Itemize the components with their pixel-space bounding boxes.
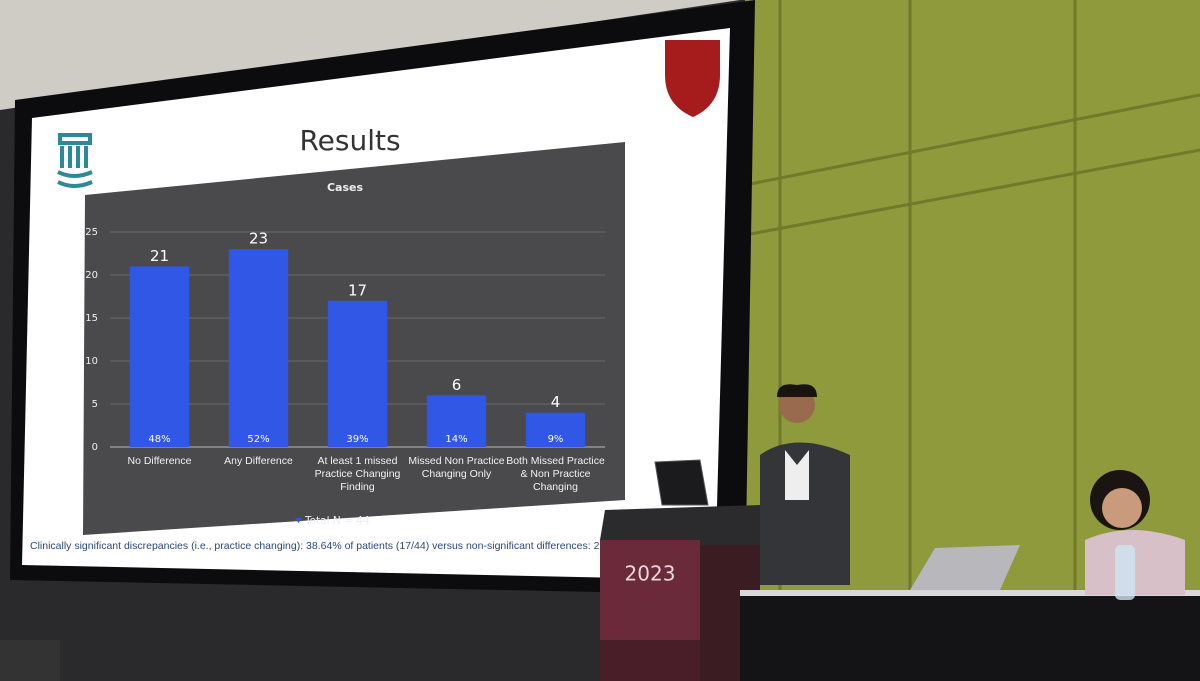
x-tick-label: Both Missed Practice & Non Practice Chan… — [506, 455, 605, 493]
footnote-box: Clinically significant discrepancies (i.… — [30, 540, 620, 552]
person-face — [1102, 488, 1142, 528]
slide-title: Results — [299, 124, 400, 157]
value-label: 6 — [452, 376, 462, 394]
footnote: Clinically significant discrepancies (i.… — [30, 540, 620, 552]
x-tick-box: No Difference — [127, 455, 192, 467]
laptop — [654, 459, 709, 506]
x-tick-box: At least 1 missed Practice Changing Find… — [314, 455, 401, 493]
podium-base — [600, 640, 700, 681]
x-tick-label: At least 1 missed Practice Changing Find… — [314, 455, 401, 493]
laptop-2 — [910, 545, 1020, 590]
percent-label: 14% — [445, 434, 467, 445]
podium-text: 2023 — [625, 562, 676, 586]
chart-title: Cases — [327, 181, 364, 194]
y-tick-label: 5 — [92, 399, 98, 410]
speaker-hair — [777, 384, 817, 397]
bar — [327, 300, 388, 447]
y-tick-label: 20 — [85, 270, 98, 281]
x-tick-box: Any Difference — [224, 455, 293, 467]
value-label: 4 — [551, 393, 561, 411]
value-label: 17 — [348, 281, 367, 299]
wall-panels — [744, 0, 1200, 600]
x-tick-box: Missed Non Practice Changing Only — [408, 455, 505, 480]
bar — [426, 395, 487, 447]
bar — [525, 412, 586, 447]
percent-label: 9% — [548, 434, 564, 445]
y-tick-label: 0 — [92, 442, 98, 453]
legend-marker — [295, 518, 302, 523]
logo-right — [665, 40, 720, 117]
value-label: 21 — [150, 247, 169, 265]
percent-label: 52% — [247, 434, 269, 445]
tablecloth-edge — [740, 590, 1200, 596]
podium — [600, 540, 700, 640]
speaker-shirt — [785, 450, 809, 500]
table — [740, 593, 1200, 681]
y-tick-label: 15 — [85, 313, 98, 324]
legend-label: Total N = 44 — [304, 515, 370, 527]
x-tick-box: Both Missed Practice & Non Practice Chan… — [506, 455, 605, 493]
bar — [129, 266, 190, 447]
x-tick-label: Missed Non Practice Changing Only — [408, 455, 505, 480]
bottle — [1115, 545, 1135, 600]
speaker-box — [0, 640, 60, 681]
percent-label: 48% — [148, 434, 170, 445]
value-label: 23 — [249, 230, 268, 248]
speaker-suit — [760, 442, 850, 585]
bar — [228, 249, 289, 447]
x-tick-label: No Difference — [127, 455, 192, 467]
green-wall — [745, 0, 1200, 600]
logo-left — [57, 133, 93, 188]
percent-label: 39% — [346, 434, 368, 445]
x-tick-label: Any Difference — [224, 455, 293, 467]
y-tick-label: 25 — [85, 227, 98, 238]
y-tick-label: 10 — [85, 356, 98, 367]
